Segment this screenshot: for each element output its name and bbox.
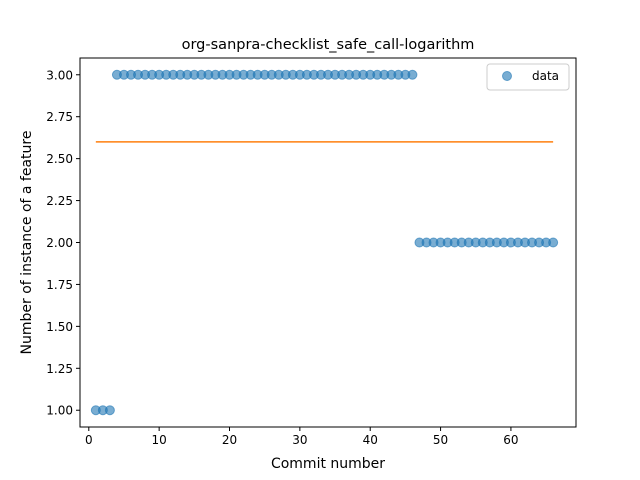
y-tick-label: 2.25 — [46, 194, 73, 208]
y-tick-label: 2.00 — [46, 236, 73, 250]
x-tick-label: 50 — [433, 433, 448, 447]
y-tick-label: 1.50 — [46, 320, 73, 334]
x-axis: 0 10 20 30 40 50 60 — [85, 427, 519, 447]
data-point — [407, 69, 418, 80]
x-tick-label: 0 — [85, 433, 93, 447]
x-tick-label: 30 — [292, 433, 307, 447]
x-tick-label: 20 — [222, 433, 237, 447]
legend-box — [486, 63, 570, 91]
y-tick-label: 1.00 — [46, 404, 73, 418]
chart-title: org-sanpra-checklist_safe_call-logarithm — [182, 37, 475, 53]
legend: data — [486, 63, 570, 91]
data-point — [548, 237, 559, 248]
legend-label: data — [532, 69, 559, 83]
y-tick-label: 2.50 — [46, 152, 73, 166]
y-tick-label: 3.00 — [46, 68, 73, 82]
y-axis: 1.00 1.25 1.50 1.75 2.00 2.25 2.50 2.75 3.00 — [46, 68, 80, 418]
y-tick-label: 1.75 — [46, 278, 73, 292]
y-axis-label: Number of instance of a feature — [19, 131, 35, 355]
legend-marker — [502, 71, 512, 81]
y-tick-label: 2.75 — [46, 110, 73, 124]
x-axis-label: Commit number — [271, 456, 385, 472]
x-tick-label: 40 — [363, 433, 378, 447]
x-tick-label: 60 — [503, 433, 518, 447]
y-tick-label: 1.25 — [46, 362, 73, 376]
data-point — [104, 405, 115, 416]
plot-area — [90, 69, 559, 416]
x-tick-label: 10 — [152, 433, 167, 447]
